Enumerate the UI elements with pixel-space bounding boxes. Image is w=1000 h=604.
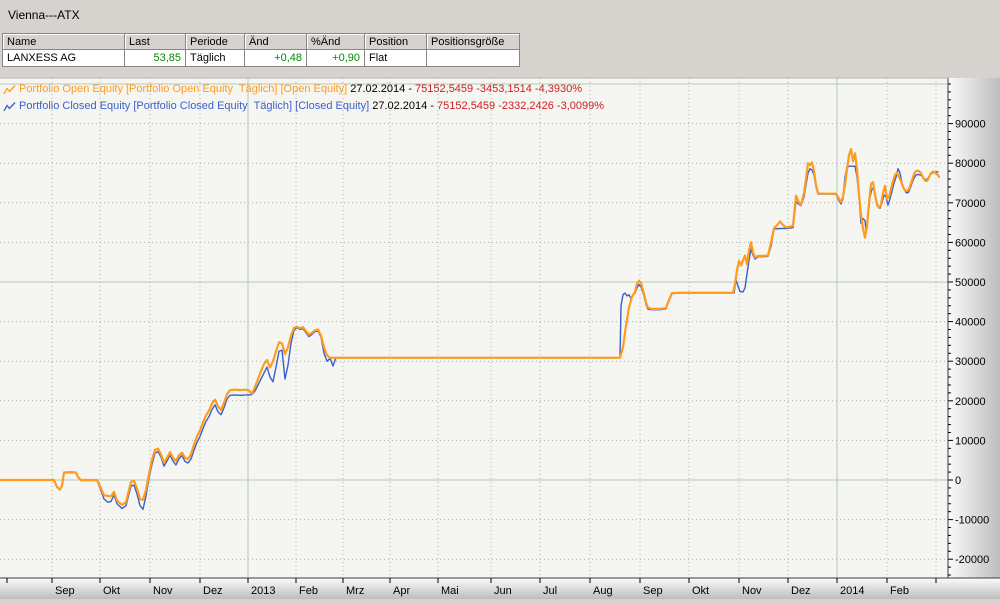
cell-pct-aend[interactable]: +0,90 <box>306 49 365 67</box>
legend-closed-date: 27.02.2014 - <box>372 100 438 112</box>
x-axis-label: Mai <box>441 585 459 597</box>
y-axis-label: 60000 <box>955 237 986 249</box>
series-lines <box>0 147 941 510</box>
legend-closed-equity[interactable]: Portfolio Closed Equity [Portfolio Close… <box>3 100 604 113</box>
x-axis-label: Jun <box>494 585 512 597</box>
col-header-position[interactable]: Position <box>364 33 427 50</box>
x-axis-label: Feb <box>299 585 318 597</box>
y-axis-label: 70000 <box>955 198 986 210</box>
col-header-positionsgroesse[interactable]: Positionsgröße <box>426 33 520 50</box>
y-axis-label: 50000 <box>955 277 986 289</box>
x-axis-label: Nov <box>742 585 762 597</box>
col-header-name[interactable]: Name <box>2 33 125 50</box>
equity-chart-panel: -20000 -10000 0 10000 20000 30000 40000 50000 60… <box>0 72 1000 599</box>
legend-closed-label: Portfolio Closed Equity [Portfolio Close… <box>19 100 373 112</box>
y-axis-label: 80000 <box>955 158 986 170</box>
x-axis-ticks: Sep Okt Nov Dez 2013 Feb Mrz Apr Mai Jun Jul Aug Sep… <box>6 578 937 597</box>
x-axis-label: Okt <box>103 585 120 597</box>
x-axis-label: Mrz <box>346 585 364 597</box>
x-axis-label: Aug <box>593 585 613 597</box>
page-title: Vienna---ATX <box>8 8 80 22</box>
table-header-row: Name Last Periode Änd %Änd Position Posi… <box>2 33 520 50</box>
line-chart-icon <box>3 101 16 111</box>
x-axis-label: Sep <box>55 585 75 597</box>
cell-periode[interactable]: Täglich <box>185 49 245 67</box>
cell-aend[interactable]: +0,48 <box>244 49 307 67</box>
y-axis-label: -10000 <box>955 515 989 527</box>
col-header-periode[interactable]: Periode <box>185 33 245 50</box>
col-header-last[interactable]: Last <box>124 33 186 50</box>
legend-open-label: Portfolio Open Equity [Portfolio Open Eq… <box>19 83 351 95</box>
cell-last[interactable]: 53,85 <box>124 49 186 67</box>
x-axis-label: Nov <box>153 585 173 597</box>
y-axis-label: 0 <box>955 475 961 487</box>
gridlines <box>0 78 948 578</box>
y-axis-label: 30000 <box>955 356 986 368</box>
x-axis-label: Feb <box>890 585 909 597</box>
x-axis-label: 2013 <box>251 585 275 597</box>
x-axis-label: Apr <box>393 585 410 597</box>
x-axis-label: Dez <box>203 585 223 597</box>
col-header-aend[interactable]: Änd <box>244 33 307 50</box>
y-axis-label: 20000 <box>955 396 986 408</box>
x-axis-label: Okt <box>692 585 709 597</box>
legend-open-date: 27.02.2014 - <box>350 83 416 95</box>
cell-positionsgroesse[interactable] <box>426 49 520 67</box>
x-axis-label: Jul <box>543 585 557 597</box>
y-axis-ticks: -20000 -10000 0 10000 20000 30000 40000 50000 60… <box>948 83 989 576</box>
x-axis-strip <box>0 578 1000 599</box>
y-axis-label: -20000 <box>955 554 989 566</box>
y-axis-label: 90000 <box>955 119 986 131</box>
line-chart-icon <box>3 84 16 94</box>
equity-chart[interactable]: -20000 -10000 0 10000 20000 30000 40000 50000 60… <box>0 72 1000 599</box>
x-axis-label: Sep <box>643 585 663 597</box>
chart-plot-area[interactable] <box>0 78 948 578</box>
legend-closed-values: 75152,5459 -2332,2426 -3,0099% <box>437 100 605 112</box>
legend-open-equity[interactable]: Portfolio Open Equity [Portfolio Open Eq… <box>3 83 582 96</box>
y-axis-label: 10000 <box>955 435 986 447</box>
y-axis-strip <box>948 78 1000 578</box>
cell-name[interactable]: LANXESS AG <box>2 49 125 67</box>
cell-position[interactable]: Flat <box>364 49 427 67</box>
y-axis-label: 40000 <box>955 317 986 329</box>
table-row[interactable]: LANXESS AG 53,85 Täglich +0,48 +0,90 Fla… <box>2 49 520 67</box>
legend-open-values: 75152,5459 -3453,1514 -4,3930% <box>415 83 583 95</box>
open-equity-line <box>0 147 941 506</box>
x-axis-label: Dez <box>791 585 811 597</box>
x-axis-label: 2014 <box>840 585 864 597</box>
instrument-table: Name Last Periode Änd %Änd Position Posi… <box>2 33 520 67</box>
col-header-pct-aend[interactable]: %Änd <box>306 33 365 50</box>
